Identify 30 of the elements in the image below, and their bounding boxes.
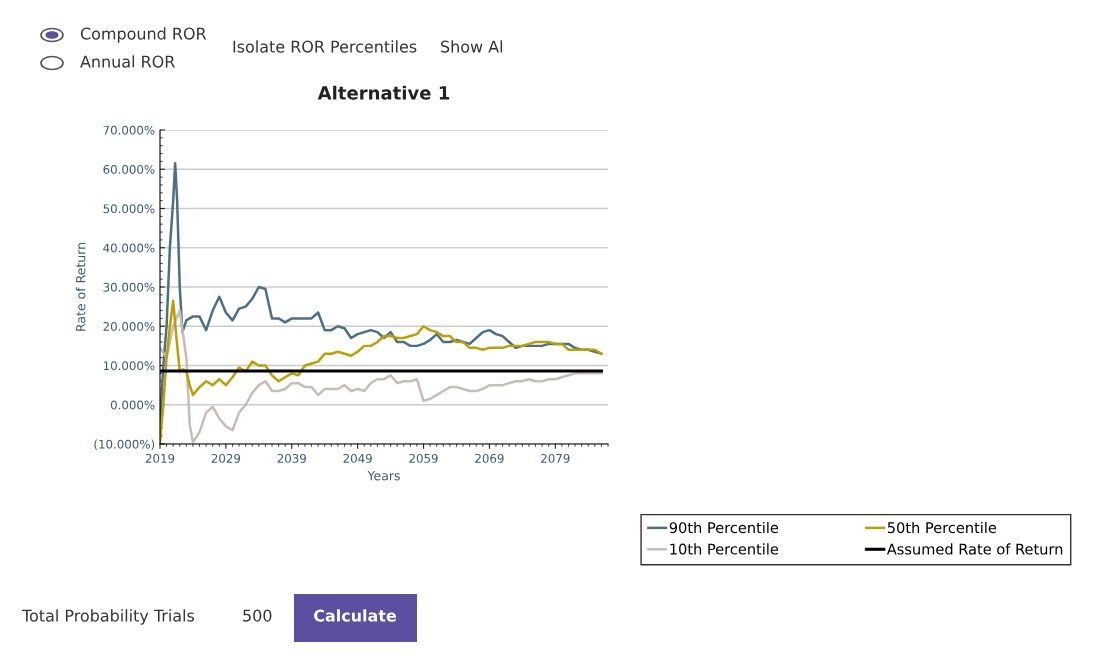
y-tick-label: 10.000% — [103, 361, 155, 371]
text: Annual ROR — [80, 55, 175, 68]
legend-label: Assumed Rate of Return — [886, 543, 1063, 555]
y-tick-label: 70.000% — [103, 125, 155, 135]
text: Calculate — [314, 609, 396, 622]
y-tick-label: 0.000% — [110, 400, 155, 410]
y-tick-label: 30.000% — [103, 282, 155, 292]
x-tick-label: 2059 — [409, 453, 438, 463]
legend-label: 10th Percentile — [670, 543, 779, 555]
text: Total Probability Trials — [21, 609, 195, 625]
text: Isolate ROR Percentiles — [233, 40, 417, 53]
x-tick-label: 2039 — [277, 453, 306, 463]
y-tick-label: 20.000% — [103, 321, 155, 331]
x-tick-label: 2069 — [475, 453, 504, 463]
x-tick-label: 2019 — [145, 453, 175, 463]
x-tick-label: 2029 — [211, 453, 241, 463]
y-tick-label: 60.000% — [103, 164, 155, 174]
legend-label: 50th Percentile — [887, 521, 997, 534]
text: 500 — [243, 609, 272, 622]
x-tick-label: 2049 — [343, 453, 372, 463]
text: Compound ROR — [80, 27, 207, 43]
y-tick-label: 50.000% — [103, 204, 155, 214]
x-tick-label: 2079 — [541, 453, 570, 463]
y-tick-label: 40.000% — [103, 243, 155, 253]
text: Show Al — [441, 40, 503, 53]
y-tick-label: (10.000%) — [94, 439, 155, 451]
x-axis-title: Years — [367, 471, 400, 481]
legend-label: 90th Percentile — [669, 521, 779, 534]
chart-title: Alternative 1 — [317, 85, 450, 100]
y-axis-title: Rate of Return — [75, 243, 86, 331]
